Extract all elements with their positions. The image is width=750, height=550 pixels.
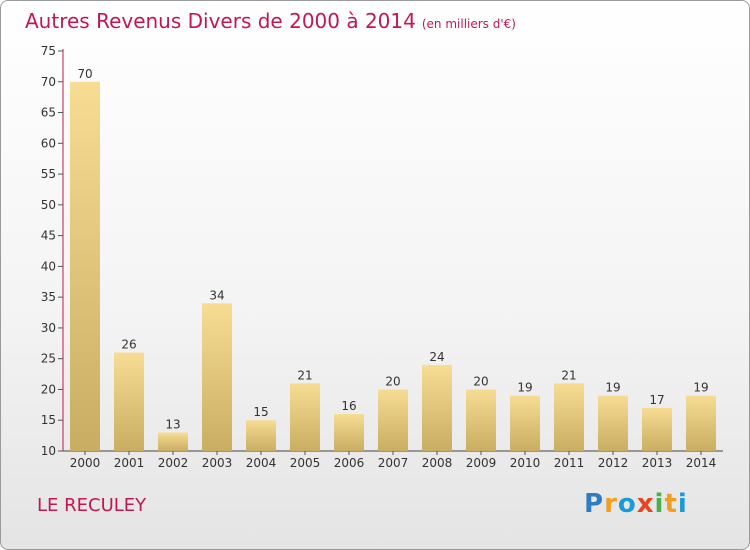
- bar: [202, 303, 232, 451]
- bar: [290, 383, 320, 451]
- x-tick-label: 2013: [642, 456, 673, 470]
- x-tick-label: 2014: [686, 456, 717, 470]
- bar: [510, 395, 540, 451]
- y-tick-label: 35: [41, 290, 56, 304]
- data-label: 24: [429, 350, 444, 364]
- bar: [686, 395, 716, 451]
- bar: [598, 395, 628, 451]
- commune-name: LE RECULEY: [37, 495, 147, 516]
- x-tick-label: 2000: [70, 456, 101, 470]
- data-label: 21: [297, 368, 312, 382]
- bar: [158, 432, 188, 451]
- logo-letter: i: [654, 489, 665, 519]
- data-label: 16: [341, 399, 356, 413]
- data-label: 20: [473, 374, 488, 388]
- bar: [466, 389, 496, 451]
- data-label: 19: [517, 381, 532, 395]
- y-tick-label: 45: [41, 229, 56, 243]
- x-tick-label: 2004: [246, 456, 277, 470]
- data-label: 15: [253, 405, 268, 419]
- data-label: 34: [209, 288, 224, 302]
- bar: [70, 81, 100, 452]
- x-tick-label: 2007: [378, 456, 409, 470]
- x-tick-label: 2003: [202, 456, 233, 470]
- data-label: 21: [561, 368, 576, 382]
- chart-subtitle: (en milliers d'€): [421, 17, 516, 31]
- y-tick-label: 30: [41, 321, 56, 335]
- logo-letter: i: [677, 489, 688, 519]
- proxiti-logo: Proxiti: [584, 489, 688, 519]
- x-tick-label: 2009: [466, 456, 497, 470]
- y-tick-label: 65: [41, 106, 56, 120]
- bar: [114, 352, 144, 451]
- x-tick-label: 2012: [598, 456, 629, 470]
- data-label: 17: [649, 393, 664, 407]
- bar: [422, 364, 452, 451]
- bar: [334, 414, 364, 451]
- x-tick-label: 2001: [114, 456, 145, 470]
- bar: [554, 383, 584, 451]
- data-label: 20: [385, 374, 400, 388]
- chart-title: Autres Revenus Divers de 2000 à 2014 (en …: [25, 9, 516, 33]
- x-tick-label: 2006: [334, 456, 365, 470]
- data-label: 26: [121, 338, 136, 352]
- chart-axes: 10 15 20 25 30 35 40 45 50 55 60 65 70 75 2000 2001 2002…: [41, 44, 723, 470]
- y-tick-label: 20: [41, 382, 56, 396]
- logo-letter: P: [584, 489, 605, 519]
- y-tick-label: 50: [41, 198, 56, 212]
- y-tick-label: 55: [41, 167, 56, 181]
- y-tick-label: 40: [41, 259, 56, 273]
- bar: [642, 407, 672, 451]
- y-tick-label: 75: [41, 44, 56, 58]
- data-label: 70: [77, 67, 92, 81]
- chart-title-text: Autres Revenus Divers de 2000 à 2014: [25, 9, 416, 33]
- y-tick-label: 15: [41, 413, 56, 427]
- y-tick-label: 25: [41, 352, 56, 366]
- logo-letter: o: [617, 489, 637, 519]
- chart-bars: 70 26 13 34 15 21 16 20 24 20 19 21 19 17 19: [70, 67, 716, 452]
- y-tick-label: 60: [41, 136, 56, 150]
- data-label: 19: [693, 381, 708, 395]
- x-tick-label: 2008: [422, 456, 453, 470]
- y-tick-label: 10: [41, 444, 56, 458]
- logo-letter: t: [664, 489, 678, 519]
- bar: [246, 420, 276, 451]
- x-tick-label: 2002: [158, 456, 189, 470]
- x-tick-label: 2011: [554, 456, 585, 470]
- logo-letter: x: [636, 489, 655, 519]
- logo-letter: r: [604, 489, 618, 519]
- bar: [378, 389, 408, 451]
- data-label: 13: [165, 418, 180, 432]
- x-tick-label: 2010: [510, 456, 541, 470]
- x-tick-label: 2005: [290, 456, 321, 470]
- y-tick-label: 70: [41, 75, 56, 89]
- data-label: 19: [605, 381, 620, 395]
